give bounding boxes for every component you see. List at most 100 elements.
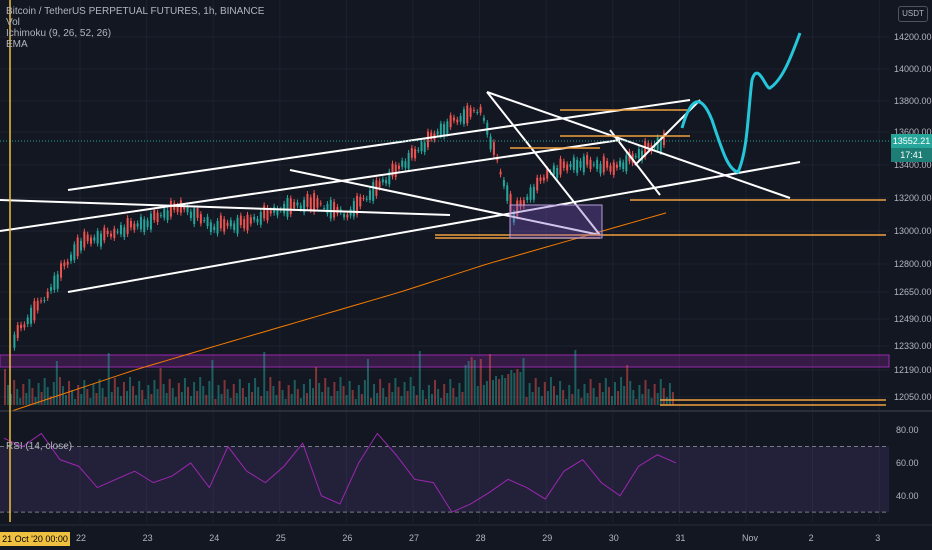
volume-bar	[614, 382, 616, 405]
volume-bar	[385, 397, 388, 405]
volume-bar	[482, 385, 485, 405]
volume-bar	[147, 385, 150, 405]
volume-bar	[510, 370, 513, 405]
volume-bar	[406, 391, 409, 405]
candle-body	[113, 228, 116, 238]
price-tick-label: 14200.00	[894, 32, 932, 42]
volume-bar	[427, 385, 430, 405]
volume-bar	[632, 390, 635, 405]
candle-body	[163, 208, 166, 218]
volume-bar	[296, 389, 299, 405]
volume-bar	[577, 389, 580, 405]
volume-bar	[568, 385, 571, 405]
candle-body	[103, 227, 106, 241]
volume-bar	[241, 388, 244, 405]
volume-bar	[418, 351, 421, 405]
price-tick-label: 12330.00	[894, 341, 932, 351]
volume-bar	[71, 390, 74, 405]
volume-bar	[495, 376, 498, 405]
candle-body	[346, 214, 349, 218]
candle-body	[352, 200, 355, 217]
volume-bar	[470, 357, 473, 405]
candle-body	[407, 152, 410, 169]
volume-bar	[333, 382, 336, 405]
candle-body	[40, 300, 43, 302]
volume-bar	[141, 390, 144, 405]
volume-bar	[595, 397, 598, 405]
volume-bar	[370, 398, 372, 405]
candle-body	[430, 132, 433, 139]
candle-body	[472, 109, 475, 111]
volume-bar	[546, 391, 549, 405]
volume-bar	[52, 382, 55, 405]
candle-body	[206, 216, 209, 227]
volume-bar	[272, 386, 275, 405]
volume-bar	[479, 359, 482, 405]
volume-bar	[559, 381, 562, 405]
volume-bar	[394, 378, 397, 405]
volume-bar	[31, 388, 34, 405]
candle-body	[622, 162, 625, 169]
candle-body	[66, 261, 69, 265]
candle-body	[30, 307, 33, 324]
volume-bar	[275, 395, 278, 405]
volume-bar	[458, 383, 461, 405]
candle-body	[249, 217, 252, 224]
volume-bar	[507, 374, 510, 405]
volume-bar	[345, 395, 348, 405]
price-tick-label: 14000.00	[894, 64, 932, 74]
price-tick-label: 13200.00	[894, 193, 932, 203]
time-tick-label: 23	[143, 533, 153, 543]
candle-body	[641, 150, 644, 161]
volume-bar	[10, 394, 13, 405]
volume-bar	[327, 387, 330, 405]
volume-bar	[86, 389, 89, 405]
volume-bar	[4, 369, 6, 405]
currency-selector[interactable]: USDT	[898, 6, 928, 22]
volume-bar	[617, 391, 620, 405]
volume-bar	[437, 389, 440, 405]
candle-body	[286, 198, 289, 217]
candle-body	[546, 169, 549, 179]
candle-body	[316, 198, 319, 208]
volume-bar	[373, 384, 376, 405]
candle-body	[476, 111, 479, 113]
volume-bar	[116, 387, 119, 405]
candle-body	[296, 202, 299, 206]
volume-bar	[501, 375, 504, 405]
volume-bar	[183, 378, 186, 405]
candle-body	[153, 210, 156, 220]
bar-timer-tag: 17:41	[891, 148, 932, 162]
candle-body	[516, 200, 519, 217]
volume-bar	[193, 382, 196, 405]
candle-body	[579, 161, 582, 168]
volume-bar	[473, 360, 476, 405]
candle-body	[410, 148, 413, 158]
volume-bar	[397, 387, 400, 405]
volume-bar	[589, 379, 592, 405]
candle-body	[336, 207, 339, 214]
volume-bar	[455, 397, 458, 405]
volume-bar	[290, 394, 293, 405]
volume-bar	[95, 393, 98, 405]
candle-body	[446, 121, 449, 134]
candle-body	[634, 156, 637, 158]
candle-body	[420, 141, 423, 152]
candle-body	[196, 208, 199, 218]
candle-body	[436, 131, 439, 135]
candle-body	[552, 165, 555, 175]
candle-body	[133, 223, 136, 230]
price-tick-label: 13800.00	[894, 96, 932, 106]
volume-bar	[159, 368, 162, 405]
volume-bar	[49, 396, 52, 405]
candle-body	[482, 117, 485, 121]
volume-bar	[440, 398, 443, 405]
volume-bar	[263, 352, 266, 405]
volume-bar	[537, 387, 540, 405]
volume-bar	[89, 398, 92, 405]
crosshair-date-tag: 21 Oct '20 00:00	[0, 532, 70, 546]
volume-bar	[248, 383, 250, 405]
trend-line	[67, 161, 801, 293]
candle-body	[522, 200, 525, 207]
